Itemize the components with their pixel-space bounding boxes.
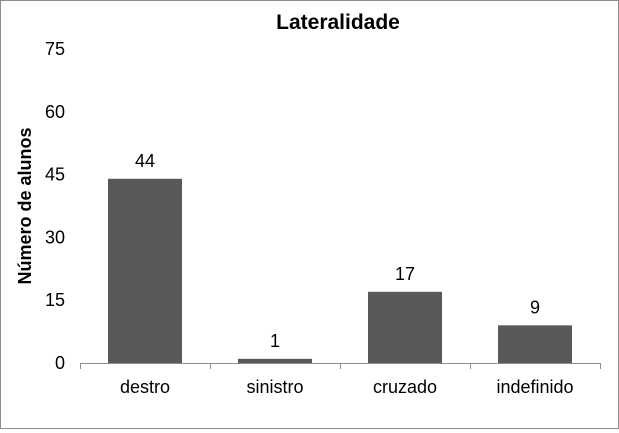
y-tick-label: 75 [45,39,65,59]
bar-destro [108,178,182,363]
data-label-sinistro: 1 [270,331,280,351]
y-axis-label: Número de alunos [15,127,35,284]
y-tick-label: 45 [45,165,65,185]
y-tick-label: 30 [45,227,65,247]
y-axis-ticks: 0 15 30 45 60 75 [45,39,65,373]
y-tick-label: 15 [45,290,65,310]
category-label-destro: destro [120,377,170,397]
bar-cruzado [368,291,442,363]
data-label-cruzado: 17 [395,264,415,284]
y-tick-label: 60 [45,102,65,122]
data-labels: 44 1 17 9 [135,151,540,351]
bar-sinistro [238,358,312,363]
category-label-cruzado: cruzado [373,377,437,397]
bars [108,178,572,363]
bar-indefinido [498,325,572,363]
y-tick-label: 0 [55,353,65,373]
data-label-indefinido: 9 [530,297,540,317]
category-label-indefinido: indefinido [496,377,573,397]
x-axis-categories: destro sinistro cruzado indefinido [120,377,574,397]
x-axis-ticks [80,363,601,369]
data-label-destro: 44 [135,151,155,171]
category-label-sinistro: sinistro [246,377,303,397]
chart-title: Lateralidade [276,11,400,34]
